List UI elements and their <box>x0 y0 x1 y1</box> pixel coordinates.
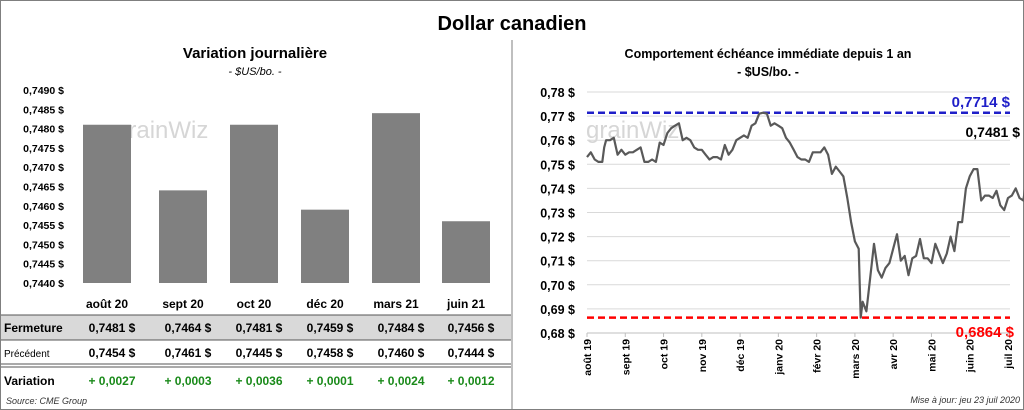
y-tick-label: 0,68 $ <box>540 327 575 341</box>
column-header: oct 20 <box>237 297 272 311</box>
y-tick-label: 0,7455 $ <box>23 220 64 232</box>
table-cell: + 0,0003 <box>164 374 211 388</box>
table-cell: 0,7481 $ <box>89 321 136 335</box>
y-tick-label: 0,7465 $ <box>23 182 64 194</box>
line-chart-subtitle: - $US/bo. - <box>737 65 799 79</box>
table-cell: 0,7458 $ <box>307 346 354 360</box>
price-line <box>586 111 1024 319</box>
bar-chart-subtitle: - $US/bo. - <box>228 66 282 78</box>
x-tick-label: juin 20 <box>965 339 977 373</box>
y-tick-label: 0,7445 $ <box>23 259 64 271</box>
table-cell: 0,7454 $ <box>89 346 136 360</box>
y-tick-label: 0,7490 $ <box>23 85 64 97</box>
y-tick-label: 0,74 $ <box>540 182 575 196</box>
y-tick-label: 0,75 $ <box>540 158 575 172</box>
table-cell: 0,7444 $ <box>448 346 495 360</box>
update-note: Mise à jour: jeu 23 juil 2020 <box>910 395 1020 405</box>
x-tick-label: mars 20 <box>850 339 862 379</box>
table-cell: 0,7461 $ <box>165 346 212 360</box>
table-cell: + 0,0024 <box>377 374 424 388</box>
column-header: août 20 <box>86 297 128 311</box>
one-year-chart: Comportement échéance immédiate depuis 1… <box>540 47 1024 405</box>
bar <box>442 221 490 283</box>
x-tick-label: oct 19 <box>659 339 671 370</box>
table-cell: + 0,0001 <box>306 374 353 388</box>
watermark-logo: grainWiz <box>586 117 679 144</box>
bar <box>372 113 420 283</box>
bar <box>230 124 278 284</box>
bar <box>159 190 207 283</box>
column-header: déc 20 <box>306 297 344 311</box>
table-cell: + 0,0036 <box>235 374 282 388</box>
y-tick-label: 0,71 $ <box>540 255 575 269</box>
bar-chart-title: Variation journalière <box>183 45 327 62</box>
row-label: Variation <box>4 374 55 388</box>
x-tick-label: nov 19 <box>697 339 709 372</box>
bar <box>83 124 131 284</box>
table-cell: 0,7456 $ <box>448 321 495 335</box>
last-value-label: 0,7481 $ <box>966 124 1021 140</box>
y-tick-label: 0,7460 $ <box>23 201 64 213</box>
column-header: sept 20 <box>162 297 204 311</box>
x-tick-label: mai 20 <box>926 339 938 372</box>
y-tick-label: 0,72 $ <box>540 231 575 245</box>
column-header: juin 21 <box>446 297 485 311</box>
y-tick-label: 0,7470 $ <box>23 162 64 174</box>
table-cell: 0,7481 $ <box>236 321 283 335</box>
table-cell: 0,7484 $ <box>378 321 425 335</box>
source-note: Source: CME Group <box>6 396 87 406</box>
y-tick-label: 0,69 $ <box>540 303 575 317</box>
x-tick-label: août 19 <box>582 339 594 376</box>
x-tick-label: avr 20 <box>888 339 900 370</box>
x-tick-label: déc 19 <box>735 339 747 372</box>
column-header: mars 21 <box>373 297 419 311</box>
page-title: Dollar canadien <box>438 13 587 35</box>
table-cell: 0,7445 $ <box>236 346 283 360</box>
y-tick-label: 0,7485 $ <box>23 104 64 116</box>
y-tick-label: 0,7480 $ <box>23 124 64 136</box>
table-cell: 0,7459 $ <box>307 321 354 335</box>
x-tick-label: juil 20 <box>1003 339 1015 370</box>
table-cell: + 0,0012 <box>447 374 494 388</box>
row-label: Précédent <box>4 349 50 360</box>
line-chart-title: Comportement échéance immédiate depuis 1… <box>625 47 912 61</box>
bar <box>301 209 349 283</box>
high-label: 0,7714 $ <box>952 94 1011 111</box>
fermeture-band <box>1 315 511 340</box>
y-tick-label: 0,7475 $ <box>23 143 64 155</box>
x-tick-label: janv 20 <box>773 339 785 376</box>
low-label: 0,6864 $ <box>956 324 1015 341</box>
table-cell: 0,7460 $ <box>378 346 425 360</box>
y-tick-label: 0,70 $ <box>540 279 575 293</box>
y-tick-label: 0,77 $ <box>540 110 575 124</box>
y-tick-label: 0,73 $ <box>540 207 575 221</box>
table-cell: + 0,0027 <box>88 374 135 388</box>
x-tick-label: févr 20 <box>812 339 824 373</box>
daily-table: août 20 sept 20 oct 20 déc 20 mars 21 juin 21… <box>1 297 511 406</box>
y-tick-label: 0,7450 $ <box>23 239 64 251</box>
y-tick-label: 0,7440 $ <box>23 278 64 290</box>
y-tick-label: 0,78 $ <box>540 86 575 100</box>
daily-variation-chart: Variation journalière - $US/bo. - grainW… <box>23 45 490 290</box>
y-tick-label: 0,76 $ <box>540 134 575 148</box>
table-cell: 0,7464 $ <box>165 321 212 335</box>
x-tick-label: sept 19 <box>620 339 632 375</box>
row-label: Fermeture <box>4 321 63 335</box>
